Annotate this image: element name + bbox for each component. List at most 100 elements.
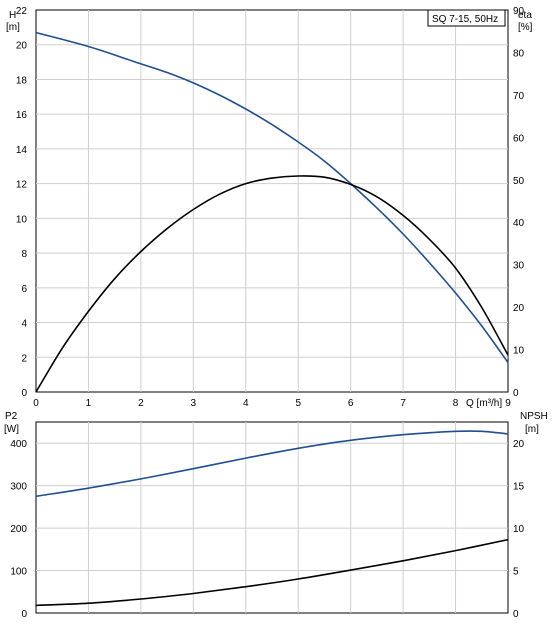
series-1-point [376,196,377,197]
series-1-point [245,586,246,587]
series-0-point [219,95,220,96]
series-1-point [62,348,63,349]
right-tick-label: 5 [513,567,519,578]
series-1-point [507,539,508,540]
right-tick-label: 50 [513,176,525,187]
right-tick-label: 20 [513,303,525,314]
series-1-point [271,178,272,179]
series-0-point [132,61,133,62]
series-0-point [455,292,456,293]
bottom-grid [36,422,508,613]
series-1-point [403,560,404,561]
series-1-point [88,311,89,312]
x-tick-label: 2 [138,398,144,409]
top-series [35,31,509,393]
left-tick-label: 22 [16,6,28,17]
series-1-point [455,550,456,551]
series-0-point [140,478,141,479]
series-0-point [324,161,325,162]
series-1-point [35,605,36,606]
series-1-point [455,268,456,269]
series-0-point [403,233,404,234]
p2-axis-unit: [W] [4,424,19,435]
series-0-point [507,433,508,434]
right-tick-label: 0 [513,388,519,399]
left-tick-label: 2 [21,353,27,364]
series-1-point [114,278,115,279]
x-tick-label: 3 [191,398,197,409]
npsh-axis-label: NPSH [520,411,548,422]
series-0-point [481,431,482,432]
left-tick-label: 300 [10,482,27,493]
bottom-left-tick-labels: 0 100 200 300 400 [10,439,27,620]
left-tick-label: 20 [16,41,28,52]
series-1-point [245,183,246,184]
right-tick-label: 60 [513,133,525,144]
series-1-point [350,184,351,185]
right-tick-label: 10 [513,346,525,357]
series-0-point [35,496,36,497]
left-tick-label: 14 [16,145,28,156]
series-0-point [481,325,482,326]
top-right-tick-labels: 0 10 20 30 40 50 60 70 80 90 [513,6,525,399]
series-1-point [507,355,508,356]
bottom-plot-frame [35,421,509,614]
series-1-point [324,177,325,178]
series-0-point [245,108,246,109]
eta-axis-unit: [%] [518,22,533,33]
right-tick-label: 15 [513,482,525,493]
chart-title: SQ 7-15, 50Hz [432,14,498,25]
series-1-point [35,391,36,392]
bottom-series [35,430,509,607]
series-0-point [167,72,168,73]
series-0-point [35,32,36,33]
x-tick-label: 6 [348,398,354,409]
left-tick-label: 12 [16,180,28,191]
npsh-axis-unit: [m] [525,424,539,435]
top-x-tick-labels: 0 1 2 3 4 5 6 7 8 9 [33,398,511,409]
right-tick-label: 80 [513,48,525,59]
series-line-1 [35,538,509,607]
series-line-0 [35,430,509,498]
right-tick-label: 10 [513,524,525,535]
x-tick-label: 4 [243,398,249,409]
series-0-point [193,468,194,469]
series-1-point [140,598,141,599]
series-1-point [219,194,220,195]
series-1-point [403,215,404,216]
left-tick-label: 18 [16,75,28,86]
h-axis-unit: [m] [6,22,20,33]
series-0-point [88,46,89,47]
series-0-point [88,488,89,489]
series-1-point [429,239,430,240]
left-tick-label: 400 [10,439,27,450]
left-tick-label: 10 [16,214,28,225]
series-0-point [403,434,404,435]
series-line-0 [35,31,509,363]
top-plot-frame [35,9,509,393]
series-0-point [193,82,194,83]
x-tick-label: 5 [295,398,301,409]
series-1-point [350,570,351,571]
top-left-tick-labels: 0 2 4 6 8 10 12 14 16 18 20 22 [16,6,28,399]
series-1-point [88,603,89,604]
series-0-point [376,207,377,208]
x-tick-label: 8 [453,398,459,409]
series-1-point [140,251,141,252]
left-tick-label: 16 [16,110,28,121]
series-line-1 [35,175,509,393]
x-tick-label: 7 [400,398,406,409]
left-tick-label: 0 [21,609,27,620]
x-tick-label: 9 [505,398,511,409]
right-tick-label: 40 [513,218,525,229]
series-1-point [298,175,299,176]
series-1-point [193,593,194,594]
series-1-point [481,307,482,308]
x-tick-label: 0 [33,398,39,409]
right-tick-label: 90 [513,6,525,17]
series-1-point [193,209,194,210]
series-0-point [507,362,508,363]
left-tick-label: 100 [10,567,27,578]
